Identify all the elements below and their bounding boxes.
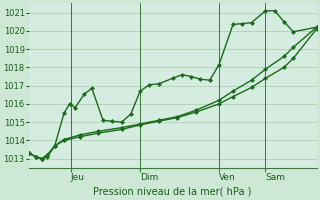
X-axis label: Pression niveau de la mer( hPa ): Pression niveau de la mer( hPa )	[93, 187, 252, 197]
